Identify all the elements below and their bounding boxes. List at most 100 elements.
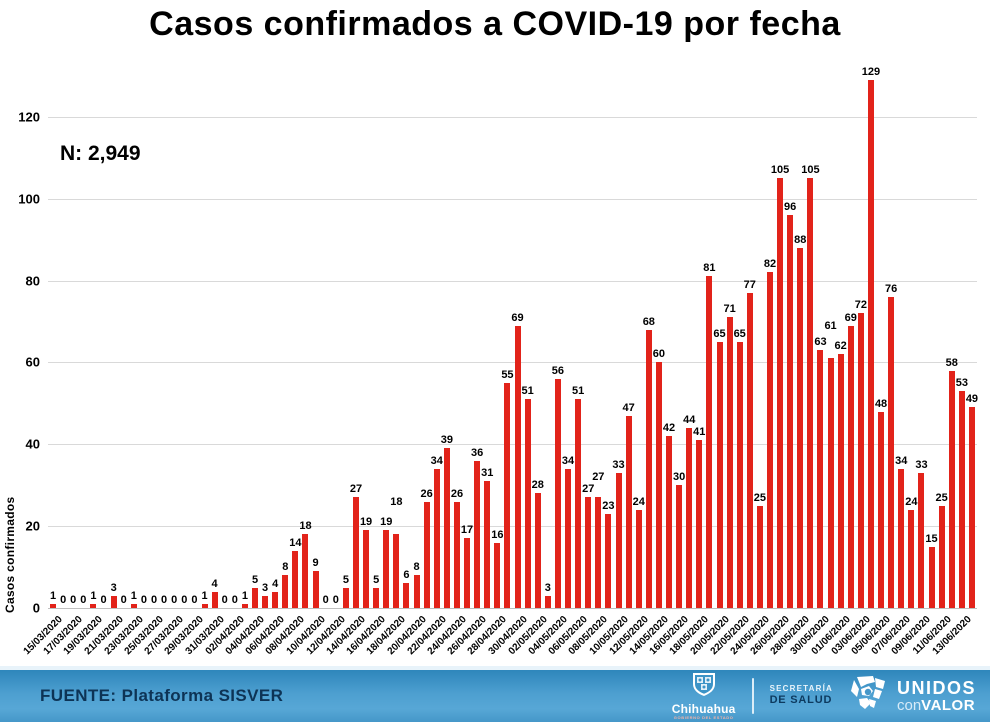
shield-icon xyxy=(689,672,719,702)
footer-bar: FUENTE: Plataforma SISVER Chihuahua GOBI… xyxy=(0,666,990,722)
bar xyxy=(575,399,582,608)
bar-value-label: 36 xyxy=(471,446,484,459)
bar-value-label: 82 xyxy=(763,258,777,271)
bar-value-label: 18 xyxy=(299,520,312,533)
bar-value-label: 1 xyxy=(201,589,208,602)
bar-value-label: 81 xyxy=(703,262,716,275)
bar-value-label: 1 xyxy=(49,589,57,602)
gridline xyxy=(48,526,977,528)
bar xyxy=(777,178,784,608)
gridline xyxy=(48,280,977,282)
bar-value-label: 27 xyxy=(582,483,595,496)
bar xyxy=(928,546,935,608)
bar-value-label: 53 xyxy=(955,377,968,390)
bar xyxy=(241,603,248,608)
bar xyxy=(676,485,683,608)
bar xyxy=(807,178,814,608)
y-tick-label: 0 xyxy=(32,600,40,616)
bar-value-label: 5 xyxy=(251,573,259,586)
bar-value-label: 0 xyxy=(231,594,238,606)
bar-value-label: 4 xyxy=(272,577,279,590)
bar-value-label: 4 xyxy=(211,577,218,590)
bar xyxy=(373,587,380,608)
gridline xyxy=(48,444,977,446)
bar-value-label: 25 xyxy=(935,491,948,504)
bar-value-label: 42 xyxy=(662,422,676,435)
bar-value-label: 44 xyxy=(683,413,696,426)
bar-value-label: 0 xyxy=(80,594,87,606)
bar xyxy=(655,362,662,608)
bar-value-label: 0 xyxy=(161,594,168,606)
bar-value-label: 129 xyxy=(861,66,881,79)
bar-value-label: 8 xyxy=(282,561,289,574)
y-tick-label: 120 xyxy=(18,109,40,125)
bar-value-label: 69 xyxy=(844,311,857,324)
bar xyxy=(443,448,450,608)
secretaria-salud-logo: SECRETARÍA DE SALUD xyxy=(770,684,833,708)
bar-value-label: 105 xyxy=(801,164,820,177)
bar-value-label: 27 xyxy=(349,483,363,496)
bar-value-label: 3 xyxy=(262,581,269,594)
bar xyxy=(352,497,359,608)
bar-value-label: 9 xyxy=(312,557,319,570)
bar xyxy=(787,215,794,608)
bar-value-label: 17 xyxy=(460,524,474,537)
bar xyxy=(464,538,471,608)
bar-value-label: 77 xyxy=(743,278,756,291)
n-total-label: N: 2,949 xyxy=(60,142,141,165)
y-tick-label: 20 xyxy=(25,518,40,534)
bar xyxy=(393,534,400,608)
bar xyxy=(878,411,885,608)
bar xyxy=(342,587,349,608)
bar-value-label: 23 xyxy=(602,499,615,512)
bar xyxy=(847,325,854,608)
bar-value-label: 18 xyxy=(390,496,403,509)
bar-value-label: 0 xyxy=(171,594,178,606)
bar xyxy=(888,296,895,608)
bar-value-label: 34 xyxy=(895,454,908,467)
bar-value-label: 0 xyxy=(120,594,127,606)
bar-value-label: 28 xyxy=(531,479,544,492)
bar-value-label: 61 xyxy=(824,320,837,333)
bar-value-label: 26 xyxy=(450,487,464,500)
bar-value-label: 19 xyxy=(359,516,373,529)
salud-line2: DE SALUD xyxy=(769,694,833,707)
bar xyxy=(756,505,763,608)
salud-line1: SECRETARÍA xyxy=(769,684,833,694)
bar-value-label: 0 xyxy=(332,594,339,606)
bar xyxy=(605,513,612,608)
bar-value-label: 62 xyxy=(834,340,847,353)
bar xyxy=(867,80,874,608)
bar-value-label: 34 xyxy=(561,454,575,467)
bar xyxy=(484,481,491,608)
bar-value-label: 5 xyxy=(342,573,349,586)
bar xyxy=(262,595,269,608)
bar-value-label: 16 xyxy=(491,528,504,541)
bar-value-label: 0 xyxy=(140,594,147,606)
bar xyxy=(110,595,117,608)
y-tick-label: 60 xyxy=(25,354,40,370)
bar xyxy=(746,292,753,608)
bar-value-label: 24 xyxy=(632,495,645,508)
bar-value-label: 65 xyxy=(713,327,726,340)
footer-divider xyxy=(751,678,754,714)
bar xyxy=(363,530,370,608)
bar-value-label: 51 xyxy=(521,385,534,398)
bar xyxy=(211,591,218,608)
bar-value-label: 31 xyxy=(481,467,494,480)
bar-value-label: 0 xyxy=(70,594,77,606)
bar xyxy=(645,329,652,608)
bar xyxy=(554,378,561,608)
bar-value-label: 65 xyxy=(733,327,746,340)
bar xyxy=(130,603,137,608)
bar xyxy=(252,587,258,608)
bar xyxy=(625,415,632,608)
bar-value-label: 96 xyxy=(784,201,797,214)
gridline xyxy=(48,198,977,200)
bar xyxy=(524,399,531,608)
bar xyxy=(292,550,299,608)
x-axis-line xyxy=(48,608,977,609)
bar xyxy=(272,591,279,608)
bar-value-label: 55 xyxy=(501,368,514,381)
gridline xyxy=(48,362,977,364)
